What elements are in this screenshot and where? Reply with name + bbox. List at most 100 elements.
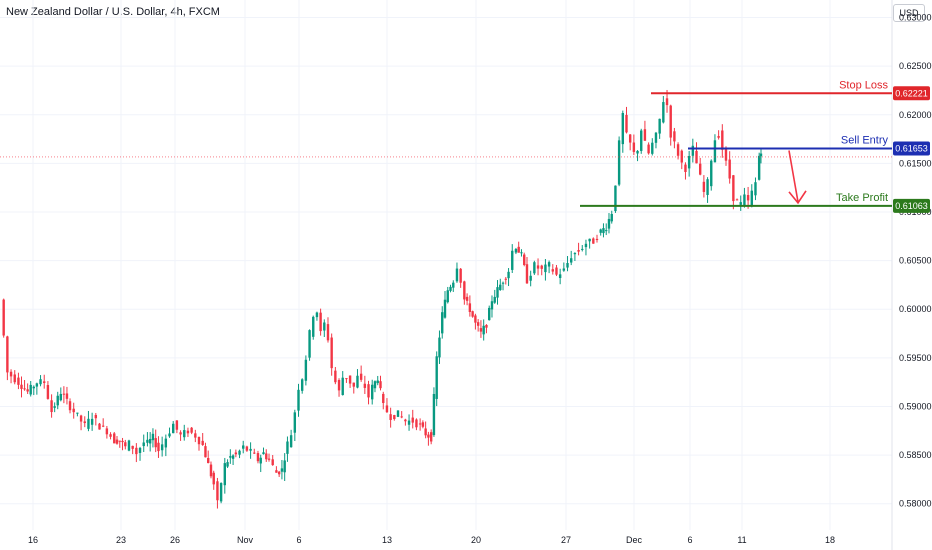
candle <box>605 223 608 236</box>
candle <box>271 455 274 466</box>
candle <box>407 414 411 431</box>
candle-body <box>267 458 271 460</box>
candle <box>65 386 69 405</box>
x-tick-label: 11 <box>737 535 746 545</box>
candle <box>168 427 171 438</box>
candle-body <box>651 142 654 154</box>
candle-body <box>418 423 422 425</box>
candle-body <box>673 131 676 142</box>
candle-body <box>658 118 661 134</box>
x-tick-label: 13 <box>382 535 392 545</box>
candle-body <box>691 145 695 156</box>
candle <box>695 142 698 164</box>
candle-body <box>570 258 573 263</box>
candle-body <box>432 393 436 436</box>
candle-body <box>636 150 639 154</box>
candle <box>138 446 142 461</box>
candle-body <box>621 113 625 145</box>
symbol-title: New Zealand Dollar / U.S. Dollar, 4h, FX… <box>6 6 220 18</box>
candle-body <box>739 202 742 205</box>
candle-body <box>2 299 5 336</box>
currency-button[interactable]: USD <box>893 4 925 22</box>
candle <box>507 268 510 287</box>
candle <box>651 138 654 156</box>
candle-body <box>610 213 613 222</box>
candle <box>441 306 444 339</box>
candle-body <box>525 264 529 284</box>
candle <box>427 431 430 446</box>
candle-body <box>373 381 377 389</box>
candle <box>56 391 59 410</box>
candle-body <box>101 425 105 427</box>
candle <box>595 234 599 243</box>
candle-body <box>98 423 101 430</box>
candle-body <box>323 322 326 331</box>
candle-body <box>728 159 731 179</box>
candle <box>280 459 284 480</box>
candle-body <box>59 393 63 401</box>
candle-body <box>26 389 29 392</box>
candle <box>26 383 29 394</box>
candle <box>570 250 573 266</box>
candle <box>523 252 526 267</box>
candle <box>373 380 377 393</box>
candle <box>101 418 105 428</box>
x-tick-label: 27 <box>561 535 571 545</box>
candle <box>223 457 226 494</box>
y-tick-label: 0.58000 <box>899 499 932 509</box>
candle-body <box>23 388 26 390</box>
candle-body <box>186 430 190 434</box>
candle <box>367 380 370 405</box>
candle <box>643 120 647 141</box>
candle <box>482 319 485 341</box>
candle-body <box>517 246 520 253</box>
candle-body <box>536 265 540 269</box>
candle <box>724 146 728 166</box>
candle-body <box>757 155 761 180</box>
candle-body <box>499 284 502 291</box>
candle <box>76 412 79 417</box>
candle-body <box>190 427 193 433</box>
candle <box>607 213 611 234</box>
candle <box>59 387 63 402</box>
candle <box>547 260 551 274</box>
candle-body <box>607 218 611 229</box>
candle-body <box>573 253 577 255</box>
candle <box>229 449 232 464</box>
candle-body <box>389 414 392 421</box>
candle <box>209 461 213 479</box>
candle-body <box>459 268 462 283</box>
candle <box>207 450 210 464</box>
y-tick-label: 0.60500 <box>899 256 932 266</box>
candle-body <box>348 375 352 384</box>
candle-body <box>514 248 518 253</box>
candle-body <box>507 271 510 279</box>
candle <box>504 276 507 285</box>
candle <box>194 429 197 443</box>
candle <box>717 130 720 140</box>
candle <box>245 445 249 452</box>
candle-body <box>724 148 728 161</box>
x-tick-label: 20 <box>471 535 481 545</box>
candle <box>710 159 713 191</box>
candle-body <box>544 264 547 273</box>
candle <box>415 418 418 431</box>
candle-body <box>584 243 588 248</box>
candle <box>468 295 472 317</box>
candle <box>352 382 355 394</box>
candle <box>566 256 569 272</box>
candle <box>113 431 116 444</box>
candle <box>429 429 433 445</box>
candle-body <box>231 455 235 459</box>
candle <box>488 305 491 321</box>
candle <box>50 394 53 418</box>
candle <box>87 410 90 432</box>
candle <box>558 268 562 285</box>
candle <box>721 124 724 158</box>
candle-body <box>581 248 584 250</box>
candle <box>459 267 462 288</box>
candle <box>29 380 32 397</box>
candle <box>148 432 152 452</box>
candle <box>490 295 494 318</box>
